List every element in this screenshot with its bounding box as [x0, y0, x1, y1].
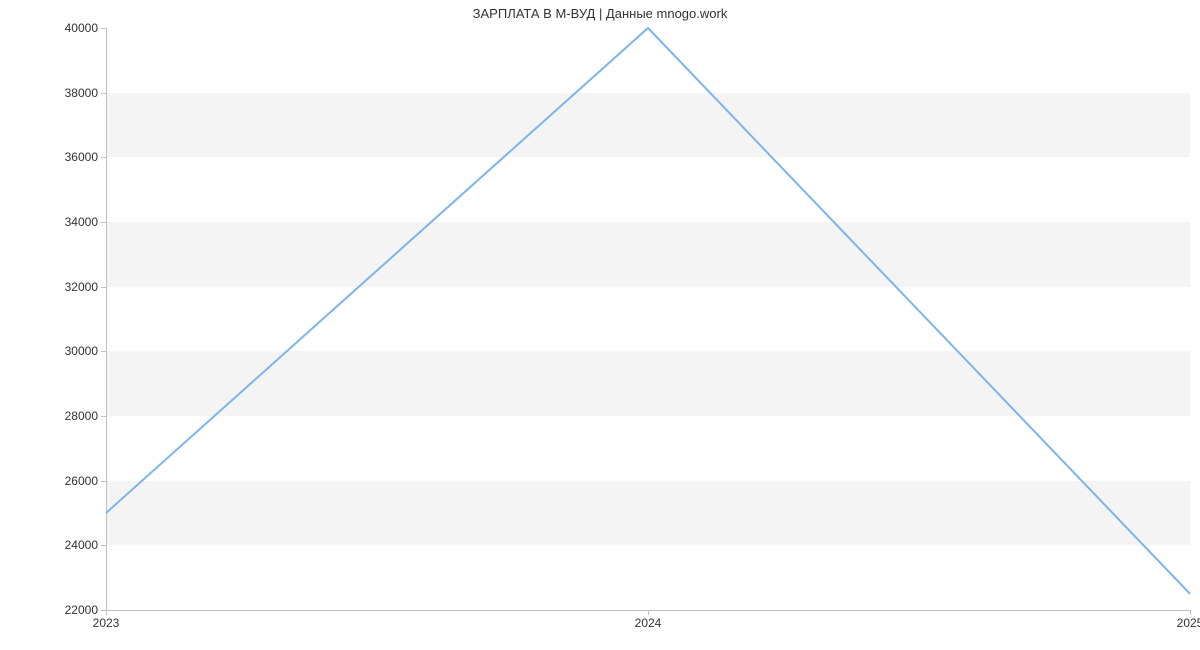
chart-container: ЗАРПЛАТА В М-ВУД | Данные mnogo.work 220…	[0, 0, 1200, 650]
y-tick-label: 32000	[65, 280, 106, 294]
y-tick-label: 34000	[65, 215, 106, 229]
y-tick-label: 40000	[65, 21, 106, 35]
y-tick-label: 26000	[65, 474, 106, 488]
y-tick-label: 38000	[65, 86, 106, 100]
y-tick-label: 24000	[65, 538, 106, 552]
chart-title: ЗАРПЛАТА В М-ВУД | Данные mnogo.work	[0, 6, 1200, 21]
series-line-salary	[106, 28, 1190, 594]
y-tick-label: 28000	[65, 409, 106, 423]
series-layer	[106, 28, 1190, 610]
x-tick-label: 2023	[93, 610, 120, 630]
x-tick-label: 2024	[635, 610, 662, 630]
y-tick-label: 36000	[65, 150, 106, 164]
y-tick-label: 30000	[65, 344, 106, 358]
x-tick-label: 2025	[1177, 610, 1200, 630]
plot-area: 2200024000260002800030000320003400036000…	[106, 28, 1190, 610]
